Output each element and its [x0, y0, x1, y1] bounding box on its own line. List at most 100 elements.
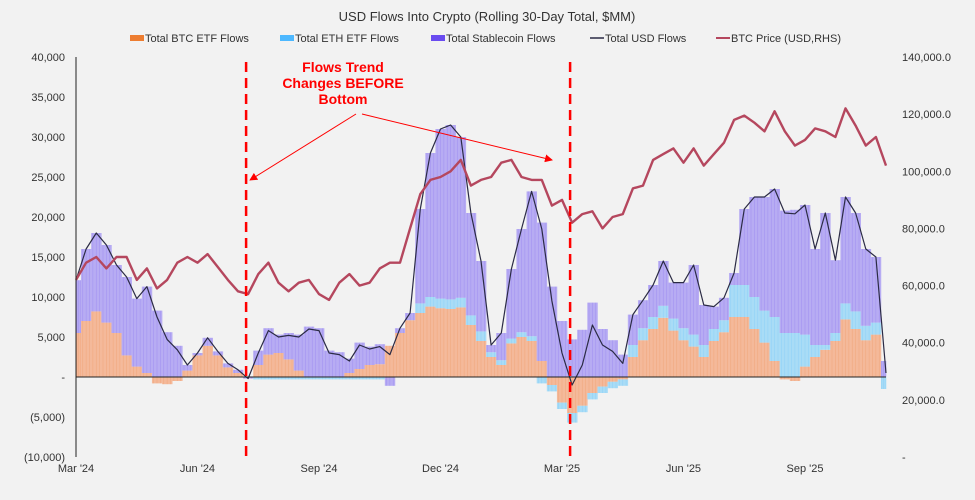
bar-total-eth-etf-flows	[445, 299, 456, 309]
y-right-tick-label: 60,000.0	[902, 281, 945, 293]
bar-total-eth-etf-flows	[688, 334, 699, 347]
bar-total-eth-etf-flows	[830, 333, 841, 341]
bar-group	[273, 334, 284, 380]
x-tick-label: Dec '24	[422, 463, 459, 475]
bar-total-btc-etf-flows	[182, 370, 193, 377]
y-left-tick-label: (10,000)	[24, 452, 65, 464]
bar-total-stablecoin-flows	[111, 265, 122, 333]
x-tick-label: Jun '25	[666, 463, 701, 475]
bar-group	[445, 125, 456, 377]
bar-total-stablecoin-flows	[293, 334, 305, 371]
bar-total-btc-etf-flows	[263, 354, 274, 377]
bar-total-btc-etf-flows	[496, 365, 507, 377]
bar-total-eth-etf-flows	[475, 331, 487, 341]
bar-total-eth-etf-flows	[860, 325, 872, 341]
bar-total-btc-etf-flows	[445, 309, 456, 377]
bar-total-stablecoin-flows	[627, 314, 639, 345]
bar-total-eth-etf-flows	[799, 334, 811, 367]
bar-total-eth-etf-flows	[455, 297, 467, 308]
bar-total-eth-etf-flows	[617, 379, 629, 386]
bar-total-stablecoin-flows	[749, 197, 760, 297]
bar-total-stablecoin-flows	[172, 345, 183, 377]
bar-total-btc-etf-flows	[111, 333, 122, 377]
y-left-tick-label: 15,000	[31, 252, 65, 264]
bar-group	[394, 328, 406, 377]
bar-total-btc-etf-flows	[405, 320, 416, 377]
bar-total-stablecoin-flows	[475, 261, 487, 332]
bar-total-stablecoin-flows	[708, 306, 720, 329]
bar-total-btc-etf-flows	[394, 333, 406, 377]
bar-group	[880, 361, 887, 389]
stacked-bars	[76, 125, 887, 423]
bar-total-stablecoin-flows	[597, 329, 608, 377]
bar-total-btc-etf-flows	[708, 341, 720, 377]
bar-total-btc-etf-flows	[698, 357, 710, 377]
bar-group	[749, 197, 760, 377]
bar-total-eth-etf-flows	[607, 381, 618, 389]
bar-total-eth-etf-flows	[637, 328, 649, 341]
bar-group	[182, 365, 193, 377]
annotation-line-2: Changes BEFORE	[282, 75, 403, 91]
bar-group	[415, 209, 426, 377]
x-tick-label: Mar '24	[58, 463, 94, 475]
bar-group	[425, 153, 436, 377]
bar-group	[678, 282, 689, 377]
bar-total-btc-etf-flows	[688, 346, 699, 377]
bar-total-btc-etf-flows	[151, 377, 163, 384]
bar-total-btc-etf-flows	[81, 321, 92, 377]
bar-total-eth-etf-flows	[536, 377, 548, 384]
bar-group	[769, 189, 780, 377]
bar-total-btc-etf-flows	[648, 329, 659, 377]
annotation-arrow	[249, 113, 357, 181]
bar-total-stablecoin-flows	[546, 286, 558, 377]
y-right-tick-label: 120,000.0	[902, 109, 951, 121]
bar-total-eth-etf-flows	[516, 332, 527, 337]
legend-swatch	[280, 35, 294, 41]
bar-group	[354, 342, 365, 380]
bar-total-eth-etf-flows	[789, 333, 801, 377]
bar-total-eth-etf-flows	[749, 297, 760, 329]
bar-total-stablecoin-flows	[182, 365, 193, 371]
annotation: Flows Trend Changes BEFORE Bottom	[244, 59, 572, 460]
bar-group	[536, 222, 548, 384]
annotation-line-3: Bottom	[319, 91, 368, 107]
bar-group	[212, 351, 224, 377]
bar-total-stablecoin-flows	[232, 369, 244, 373]
y-right-tick-label: -	[902, 452, 906, 464]
x-tick-label: Mar '25	[544, 463, 580, 475]
bar-total-stablecoin-flows	[769, 189, 780, 317]
bar-total-eth-etf-flows	[364, 377, 375, 380]
bar-group	[475, 261, 487, 377]
bar-total-stablecoin-flows	[739, 209, 750, 285]
bar-group	[688, 265, 699, 377]
bar-total-btc-etf-flows	[506, 343, 517, 377]
bar-total-btc-etf-flows	[222, 367, 234, 377]
bar-total-btc-etf-flows	[293, 370, 305, 377]
bar-group	[779, 210, 791, 380]
bar-group	[658, 261, 669, 377]
bar-total-stablecoin-flows	[567, 339, 578, 377]
bar-total-stablecoin-flows	[799, 205, 811, 335]
y-left-tick-label: -	[61, 372, 65, 384]
bar-total-eth-etf-flows	[374, 377, 386, 380]
bar-total-stablecoin-flows	[405, 313, 416, 321]
bar-total-btc-etf-flows	[273, 353, 284, 377]
bar-total-stablecoin-flows	[364, 346, 375, 365]
bar-group	[76, 280, 82, 377]
bar-total-eth-etf-flows	[718, 320, 730, 333]
bar-total-stablecoin-flows	[789, 209, 801, 333]
bar-total-eth-etf-flows	[577, 405, 588, 413]
bar-total-stablecoin-flows	[637, 300, 649, 329]
bar-total-stablecoin-flows	[91, 233, 102, 312]
legend-item: Total Stablecoin Flows	[431, 33, 556, 45]
bar-total-eth-etf-flows	[435, 298, 446, 309]
bar-total-eth-etf-flows	[354, 377, 365, 380]
y-left-tick-label: 10,000	[31, 292, 65, 304]
bar-group	[820, 213, 831, 377]
y-right-tick-label: 20,000.0	[902, 395, 945, 407]
bar-group	[526, 191, 537, 377]
legend: Total BTC ETF Flows Total ETH ETF Flows To…	[130, 33, 841, 45]
bar-total-btc-etf-flows	[637, 340, 649, 377]
bar-total-eth-etf-flows	[506, 338, 517, 344]
